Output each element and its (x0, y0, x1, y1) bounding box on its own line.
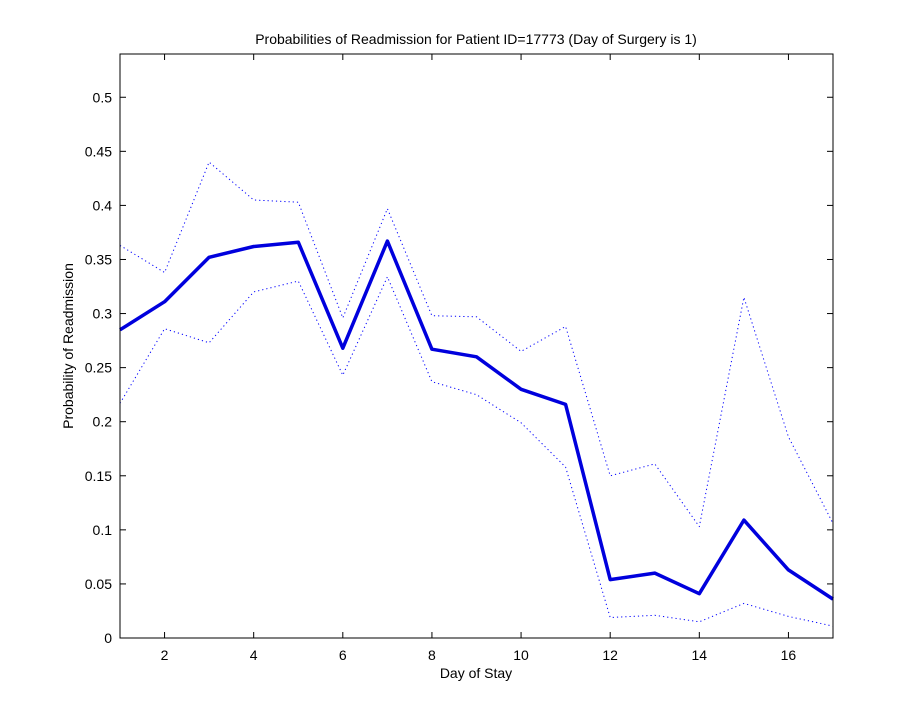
y-axis-label: Probability of Readmission (60, 263, 76, 429)
y-tick-label: 0.05 (85, 576, 112, 592)
y-tick-label: 0.35 (85, 251, 112, 267)
y-tick-label: 0.25 (85, 360, 112, 376)
y-tick-label: 0.5 (93, 89, 113, 105)
x-tick-label: 6 (339, 647, 347, 663)
x-tick-label: 2 (161, 647, 169, 663)
x-tick-label: 8 (428, 647, 436, 663)
y-tick-label: 0 (104, 630, 112, 646)
x-tick-label: 16 (781, 647, 797, 663)
y-tick-label: 0.3 (93, 306, 113, 322)
x-axis-label: Day of Stay (440, 665, 512, 681)
y-tick-label: 0.2 (93, 414, 113, 430)
y-tick-label: 0.45 (85, 143, 112, 159)
x-tick-label: 4 (250, 647, 258, 663)
series-line-estimate (119, 239, 834, 601)
series-line-lower-bound (119, 276, 834, 627)
y-tick-label: 0.1 (93, 522, 113, 538)
x-tick-label: 12 (602, 647, 618, 663)
x-tick-label: 10 (513, 647, 529, 663)
series-line-upper-bound (119, 161, 834, 528)
y-tick-label: 0.15 (85, 468, 112, 484)
x-tick-label: 14 (692, 647, 708, 663)
plot-area-frame (119, 53, 834, 639)
chart-title: Probabilities of Readmission for Patient… (255, 31, 697, 47)
y-tick-label: 0.4 (93, 197, 113, 213)
